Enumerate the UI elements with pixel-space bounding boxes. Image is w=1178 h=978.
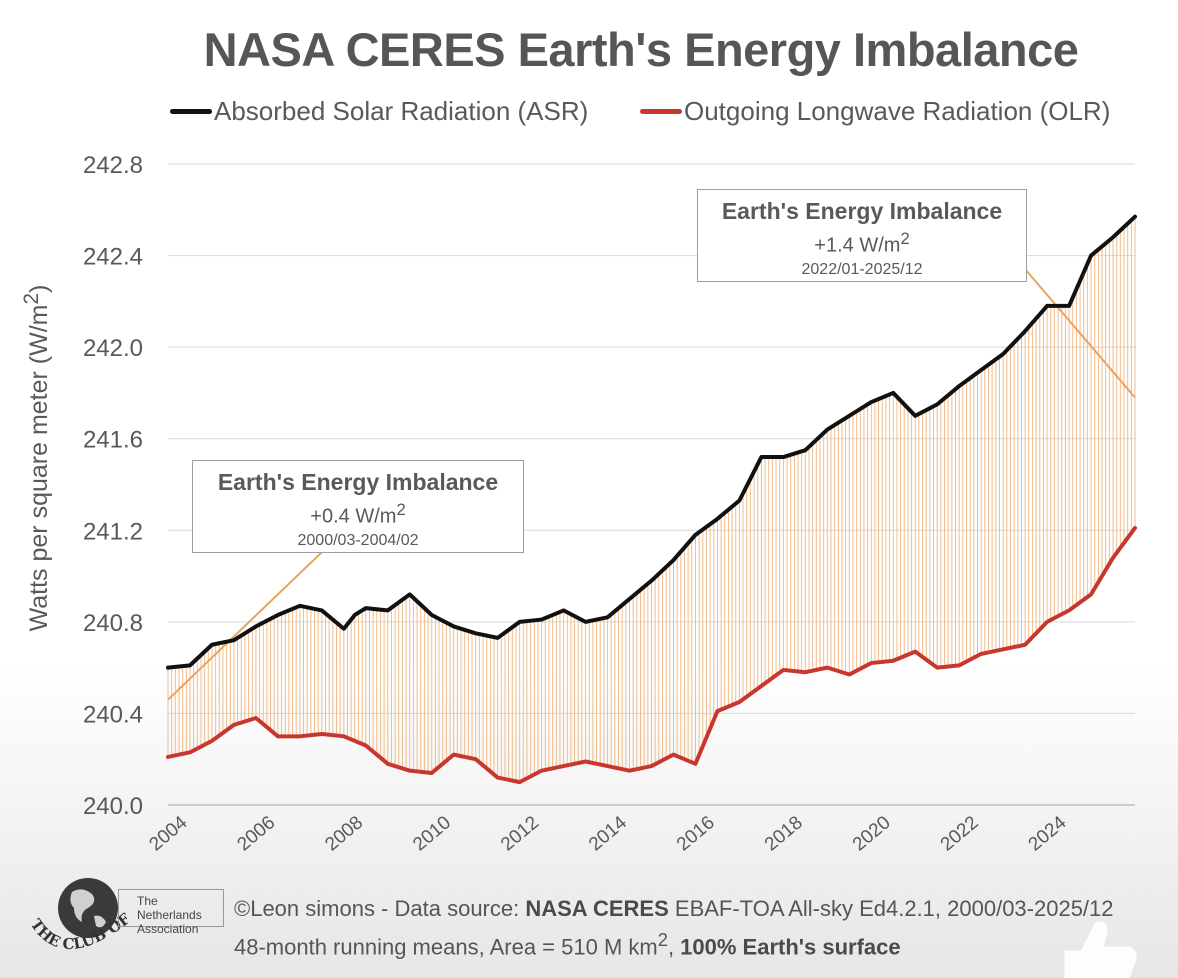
x-tick-label: 2018: [761, 812, 807, 855]
y-tick-label: 240.0: [83, 793, 143, 820]
annotation-title: Earth's Energy Imbalance: [721, 198, 1003, 224]
y-tick-label: 242.4: [83, 244, 143, 271]
y-tick-label: 242.8: [83, 152, 143, 179]
annotation-period: 2022/01-2025/12: [801, 260, 923, 278]
credit-source: NASA CERES: [525, 896, 669, 921]
y-axis-label-text: Watts per square meter (W/m: [25, 304, 54, 632]
legend-item-asr: Absorbed Solar Radiation (ASR): [170, 96, 588, 127]
credit-line2-bold: 100% Earth's surface: [680, 934, 901, 960]
y-axis-label-close: ): [25, 284, 54, 293]
annotation-value-sup: 2: [396, 500, 406, 519]
legend-item-olr: Outgoing Longwave Radiation (OLR): [640, 96, 1110, 127]
annotation-title: Earth's Energy Imbalance: [217, 469, 499, 495]
y-axis-label: Watts per square meter (W/m2): [20, 285, 54, 632]
credit-rest: EBAF-TOA All-sky Ed4.2.1, 2000/03-2025/1…: [668, 896, 1114, 921]
legend-swatch-asr: [170, 109, 212, 114]
y-tick-label: 242.0: [83, 335, 143, 362]
credit-text: ©Leon simons - Data source: NASA CERES E…: [234, 893, 1114, 962]
y-tick-label: 240.4: [83, 701, 143, 728]
association-label: The Netherlands Association: [118, 889, 224, 936]
y-tick-label: 241.2: [83, 518, 143, 545]
x-tick-label: 2024: [1025, 812, 1071, 856]
annotation-value-sup: 2: [900, 229, 910, 248]
x-tick-label: 2010: [409, 812, 455, 855]
credit-line2-mid: ,: [667, 934, 681, 960]
thumbs-up-icon[interactable]: [1062, 918, 1142, 978]
asr-series-line: [166, 214, 1137, 670]
y-axis-label-sup: 2: [19, 292, 43, 305]
x-tick-label: 2022: [937, 812, 983, 855]
x-tick-label: 2020: [849, 812, 895, 855]
x-tick-label: 2006: [233, 812, 279, 855]
annotation-period: 2000/03-2004/02: [297, 531, 419, 549]
y-tick-label: 240.8: [83, 610, 143, 637]
club-of-rome-logo: THE CLUB OF ROME: [20, 868, 134, 953]
credit-line-1: ©Leon simons - Data source: NASA CERES E…: [234, 893, 1114, 924]
olr-series-line: [166, 525, 1137, 785]
x-tick-label: 2004: [146, 812, 192, 856]
legend: Absorbed Solar Radiation (ASR) Outgoing …: [170, 96, 1130, 132]
annotation-box-recent: Earth's Energy Imbalance +1.4 W/m2 2022/…: [697, 189, 1027, 282]
globe-continent: [94, 915, 106, 928]
x-tick-label: 2016: [673, 812, 719, 855]
credit-prefix: ©Leon simons - Data source:: [234, 896, 526, 921]
x-tick-label: 2012: [497, 812, 543, 855]
annotation-value-text: +0.4 W/m: [310, 505, 397, 528]
y-tick-label: 241.6: [83, 427, 143, 454]
legend-label-olr: Outgoing Longwave Radiation (OLR): [684, 96, 1111, 126]
globe-continent: [70, 889, 95, 922]
annotation-value: +1.4 W/m2: [698, 229, 1026, 258]
legend-label-asr: Absorbed Solar Radiation (ASR): [214, 96, 589, 126]
legend-swatch-olr: [640, 109, 682, 114]
x-tick-label: 2014: [585, 812, 631, 856]
annotation-value-text: +1.4 W/m: [814, 234, 901, 257]
chart-title: NASA CERES Earth's Energy Imbalance: [203, 23, 1079, 76]
credit-line-2: 48-month running means, Area = 510 M km2…: [234, 924, 1114, 962]
credit-line2-prefix: 48-month running means, Area = 510 M km: [234, 934, 658, 960]
annotation-box-early: Earth's Energy Imbalance +0.4 W/m2 2000/…: [192, 460, 524, 553]
annotation-value: +0.4 W/m2: [193, 500, 523, 529]
x-tick-label: 2008: [321, 812, 367, 855]
credit-line2-sup: 2: [657, 929, 668, 950]
